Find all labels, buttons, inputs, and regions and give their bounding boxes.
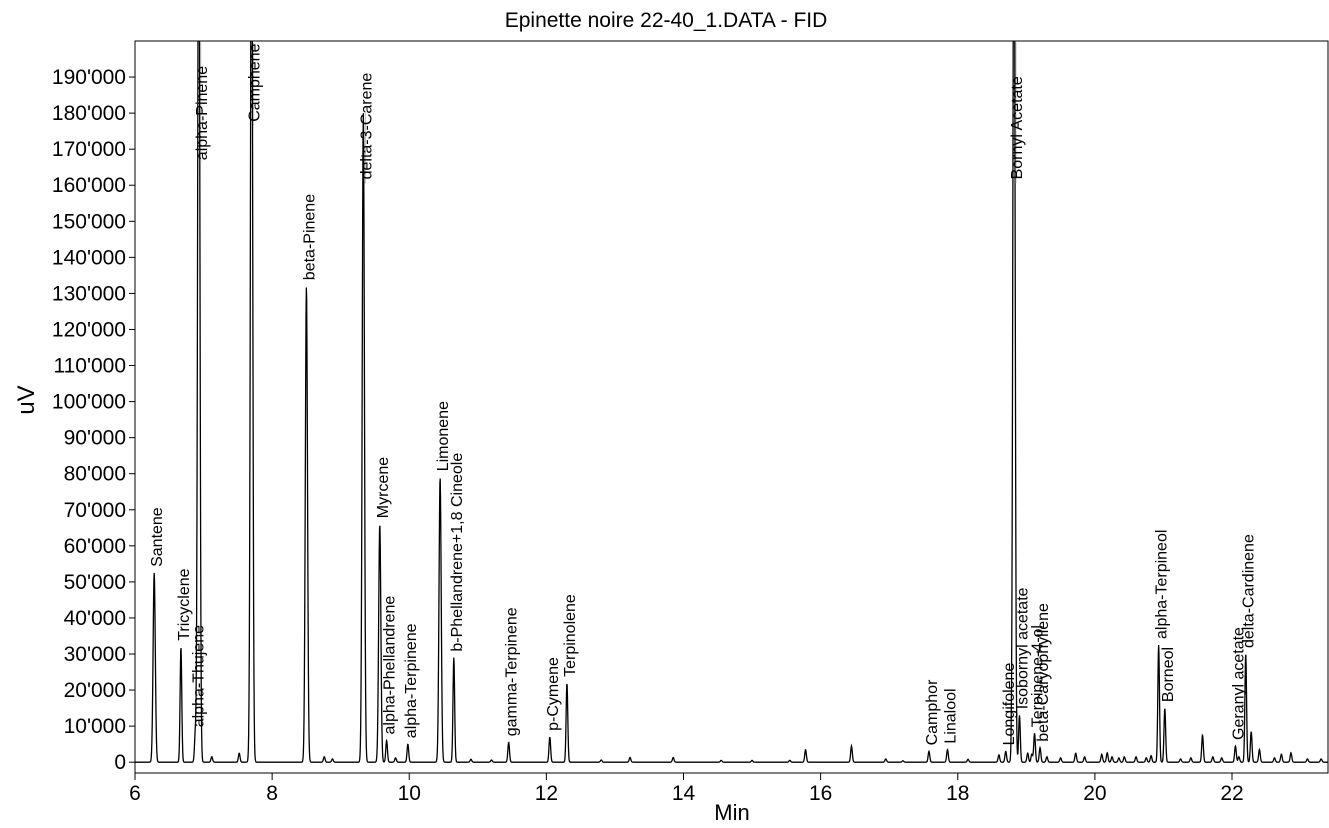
y-tick-label: 120'000: [52, 318, 126, 341]
peak-label: Bornyl Acetate: [1009, 76, 1026, 179]
peak-label: delta-Cardinene: [1241, 534, 1258, 648]
peak-label: Camphor: [924, 679, 941, 745]
y-tick-label: 140'000: [52, 246, 126, 269]
peak-label: Terpinene-4-ol: [1030, 625, 1047, 727]
y-tick-label: 50'000: [64, 571, 126, 594]
peak-label: Borneol: [1160, 647, 1177, 702]
x-tick-label: 16: [809, 782, 832, 805]
y-tick-label: 20'000: [64, 679, 126, 702]
y-tick-label: 160'000: [52, 174, 126, 197]
peak-label: beta-Caryophyllene: [1035, 603, 1052, 742]
y-tick-label: 80'000: [64, 463, 126, 486]
y-tick-label: 30'000: [64, 643, 126, 666]
x-tick-label: 8: [266, 782, 278, 805]
y-tick-label: 190'000: [52, 66, 126, 89]
peak-label: p-Cymene: [545, 657, 562, 731]
peak-label: Myrcene: [375, 457, 392, 518]
peak-label: Santene: [149, 507, 166, 567]
x-tick-label: 12: [535, 782, 558, 805]
y-tick-label: 90'000: [64, 427, 126, 450]
x-axis-label: Min: [714, 800, 749, 825]
peak-label: b-Phellandrene+1,8 Cineole: [449, 453, 466, 652]
y-tick-label: 40'000: [64, 607, 126, 630]
y-tick-label: 150'000: [52, 210, 126, 233]
peak-label: alpha-Terpinene: [403, 623, 420, 738]
x-tick-label: 18: [946, 782, 969, 805]
peak-label: Isobornyl acetate: [1015, 587, 1032, 709]
peak-label: alpha-Thujene: [190, 625, 207, 727]
y-tick-label: 110'000: [53, 355, 126, 378]
y-tick-label: 0: [114, 751, 126, 774]
x-axis-ticks: 6 8 10 12 14 16 18 20 22: [129, 773, 1244, 805]
plot-frame: [134, 40, 1329, 774]
y-tick-label: 130'000: [52, 282, 126, 305]
peak-label: Geranyl acetate: [1230, 627, 1247, 740]
peak-label: alpha-Pinene: [194, 66, 211, 160]
peak-label: Linalool: [943, 688, 960, 743]
peak-label: Tricyclene: [176, 568, 193, 640]
chart-title: Epinette noire 22-40_1.DATA - FID: [505, 9, 828, 32]
peak-label: Camphene: [247, 43, 264, 121]
peak-label: gamma-Terpinene: [504, 607, 521, 736]
y-tick-label: 60'000: [64, 535, 126, 558]
y-axis-ticks: 0 10'000 20'000 30'000 40'000 50'000 60'000 70'…: [52, 66, 135, 774]
peak-label: Terpinolene: [562, 594, 579, 677]
y-tick-label: 10'000: [64, 715, 126, 738]
peak-label: alpha-Terpineol: [1154, 530, 1171, 639]
x-tick-label: 22: [1220, 782, 1243, 805]
peak-label: alpha-Phellandrene: [382, 596, 399, 735]
peak-label: delta-3-Carene: [358, 73, 375, 180]
y-axis-label: uV: [13, 385, 40, 414]
y-tick-label: 170'000: [52, 138, 126, 161]
peak-label: Limonene: [435, 401, 452, 471]
peak-label: Longifolene: [1001, 663, 1018, 746]
x-tick-label: 6: [129, 782, 141, 805]
chromatogram-trace: [135, 41, 1328, 763]
x-tick-label: 20: [1083, 782, 1106, 805]
x-tick-label: 10: [398, 782, 421, 805]
x-tick-label: 14: [672, 782, 696, 805]
peak-label: beta-Pinene: [301, 194, 318, 280]
chromatogram-trace-group: [135, 41, 1328, 763]
y-tick-label: 180'000: [52, 102, 126, 125]
y-tick-label: 70'000: [64, 499, 126, 522]
y-tick-label: 100'000: [52, 391, 126, 414]
